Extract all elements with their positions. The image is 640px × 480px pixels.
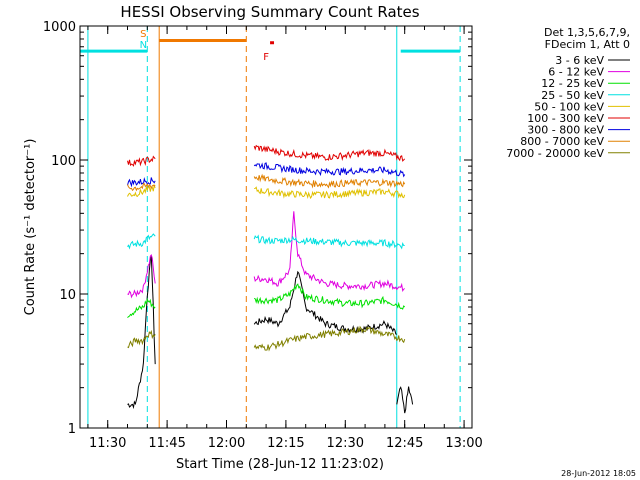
y-axis-label: Count Rate (s⁻¹ detector⁻¹) <box>23 139 38 316</box>
x-tick-label: 12:30 <box>327 436 364 451</box>
series-25-50-kev <box>127 233 405 250</box>
legend-label-800-7000-kev: 800 - 7000 keV <box>520 135 604 148</box>
y-axis: 1 10 100 1000 <box>43 20 472 437</box>
series-7000-20000-kev <box>127 325 406 352</box>
marker-s: S <box>140 29 146 40</box>
x-axis-label: Start Time (28-Jun-12 11:23:02) <box>176 457 384 472</box>
x-tick-label: 11:30 <box>89 436 126 451</box>
series-6-12-kev-segment-1 <box>253 211 405 293</box>
series-12-25-kev-segment-0 <box>127 297 156 318</box>
series-6-12-kev <box>127 211 405 299</box>
series-25-50-kev-segment-0 <box>127 233 156 250</box>
series-7000-20000-kev-segment-0 <box>127 329 156 349</box>
series-100-300-kev-segment-1 <box>253 144 406 162</box>
series-12-25-kev-segment-1 <box>253 283 406 310</box>
series-800-7000-kev-segment-0 <box>127 183 156 192</box>
y-tick-label: 1 <box>68 422 76 437</box>
plot-area: SN F <box>80 26 461 428</box>
series-50-100-kev-segment-1 <box>254 186 406 200</box>
marker-f: F <box>263 52 269 63</box>
x-tick-label: 12:15 <box>267 436 304 451</box>
series-300-800-kev-segment-0 <box>127 177 156 188</box>
y-tick-label: 10 <box>59 288 76 303</box>
y-tick-label: 100 <box>51 154 76 169</box>
legend-header-line: FDecim 1, Att 0 <box>545 38 630 51</box>
legend-label-12-25-kev: 12 - 25 keV <box>541 77 604 90</box>
legend-label-7000-20000-kev: 7000 - 20000 keV <box>506 147 604 160</box>
series-6-12-kev-segment-0 <box>127 253 156 299</box>
legend-label-3-6-kev: 3 - 6 keV <box>555 54 604 67</box>
legend-label-6-12-kev: 6 - 12 keV <box>548 66 604 79</box>
series-7000-20000-kev-segment-1 <box>253 325 406 352</box>
series-25-50-kev-segment-1 <box>253 234 405 250</box>
chart-title: HESSI Observing Summary Count Rates <box>120 3 419 21</box>
x-axis: 11:30 11:45 12:00 12:15 12:30 12:45 13:00 <box>87 26 483 451</box>
series-50-100-kev-segment-0 <box>127 183 156 198</box>
series-300-800-kev-segment-1 <box>253 162 406 178</box>
x-tick-label: 12:00 <box>208 436 245 451</box>
x-tick-label: 13:00 <box>445 436 482 451</box>
legend-label-25-50-kev: 25 - 50 keV <box>541 89 604 102</box>
series-800-7000-kev <box>127 173 406 192</box>
legend-label-100-300-kev: 100 - 300 keV <box>527 112 604 125</box>
series-800-7000-kev-segment-1 <box>253 173 406 189</box>
plot-frame <box>79 25 473 429</box>
series-3-6-kev-segment-2 <box>396 386 414 414</box>
series-100-300-kev-segment-0 <box>127 155 156 167</box>
legend-label-300-800-kev: 300 - 800 keV <box>527 124 604 137</box>
y-tick-label: 1000 <box>43 20 76 35</box>
legend-header-line: Det 1,3,5,6,7,9, <box>544 26 630 39</box>
x-tick-label: 12:45 <box>386 436 423 451</box>
series-300-800-kev <box>127 162 406 188</box>
series-100-300-kev <box>127 144 406 167</box>
footer-timestamp: 28-Jun-2012 18:05 <box>561 469 636 478</box>
series-12-25-kev <box>127 283 406 318</box>
x-tick-label: 11:45 <box>148 436 185 451</box>
series-3-6-kev-segment-0 <box>127 256 156 410</box>
marker-n: N <box>140 40 147 51</box>
legend-label-50-100-kev: 50 - 100 keV <box>534 100 604 113</box>
legend: Det 1,3,5,6,7,9,FDecim 1, Att 0 3 - 6 keV… <box>506 26 630 160</box>
series-50-100-kev <box>127 183 406 200</box>
